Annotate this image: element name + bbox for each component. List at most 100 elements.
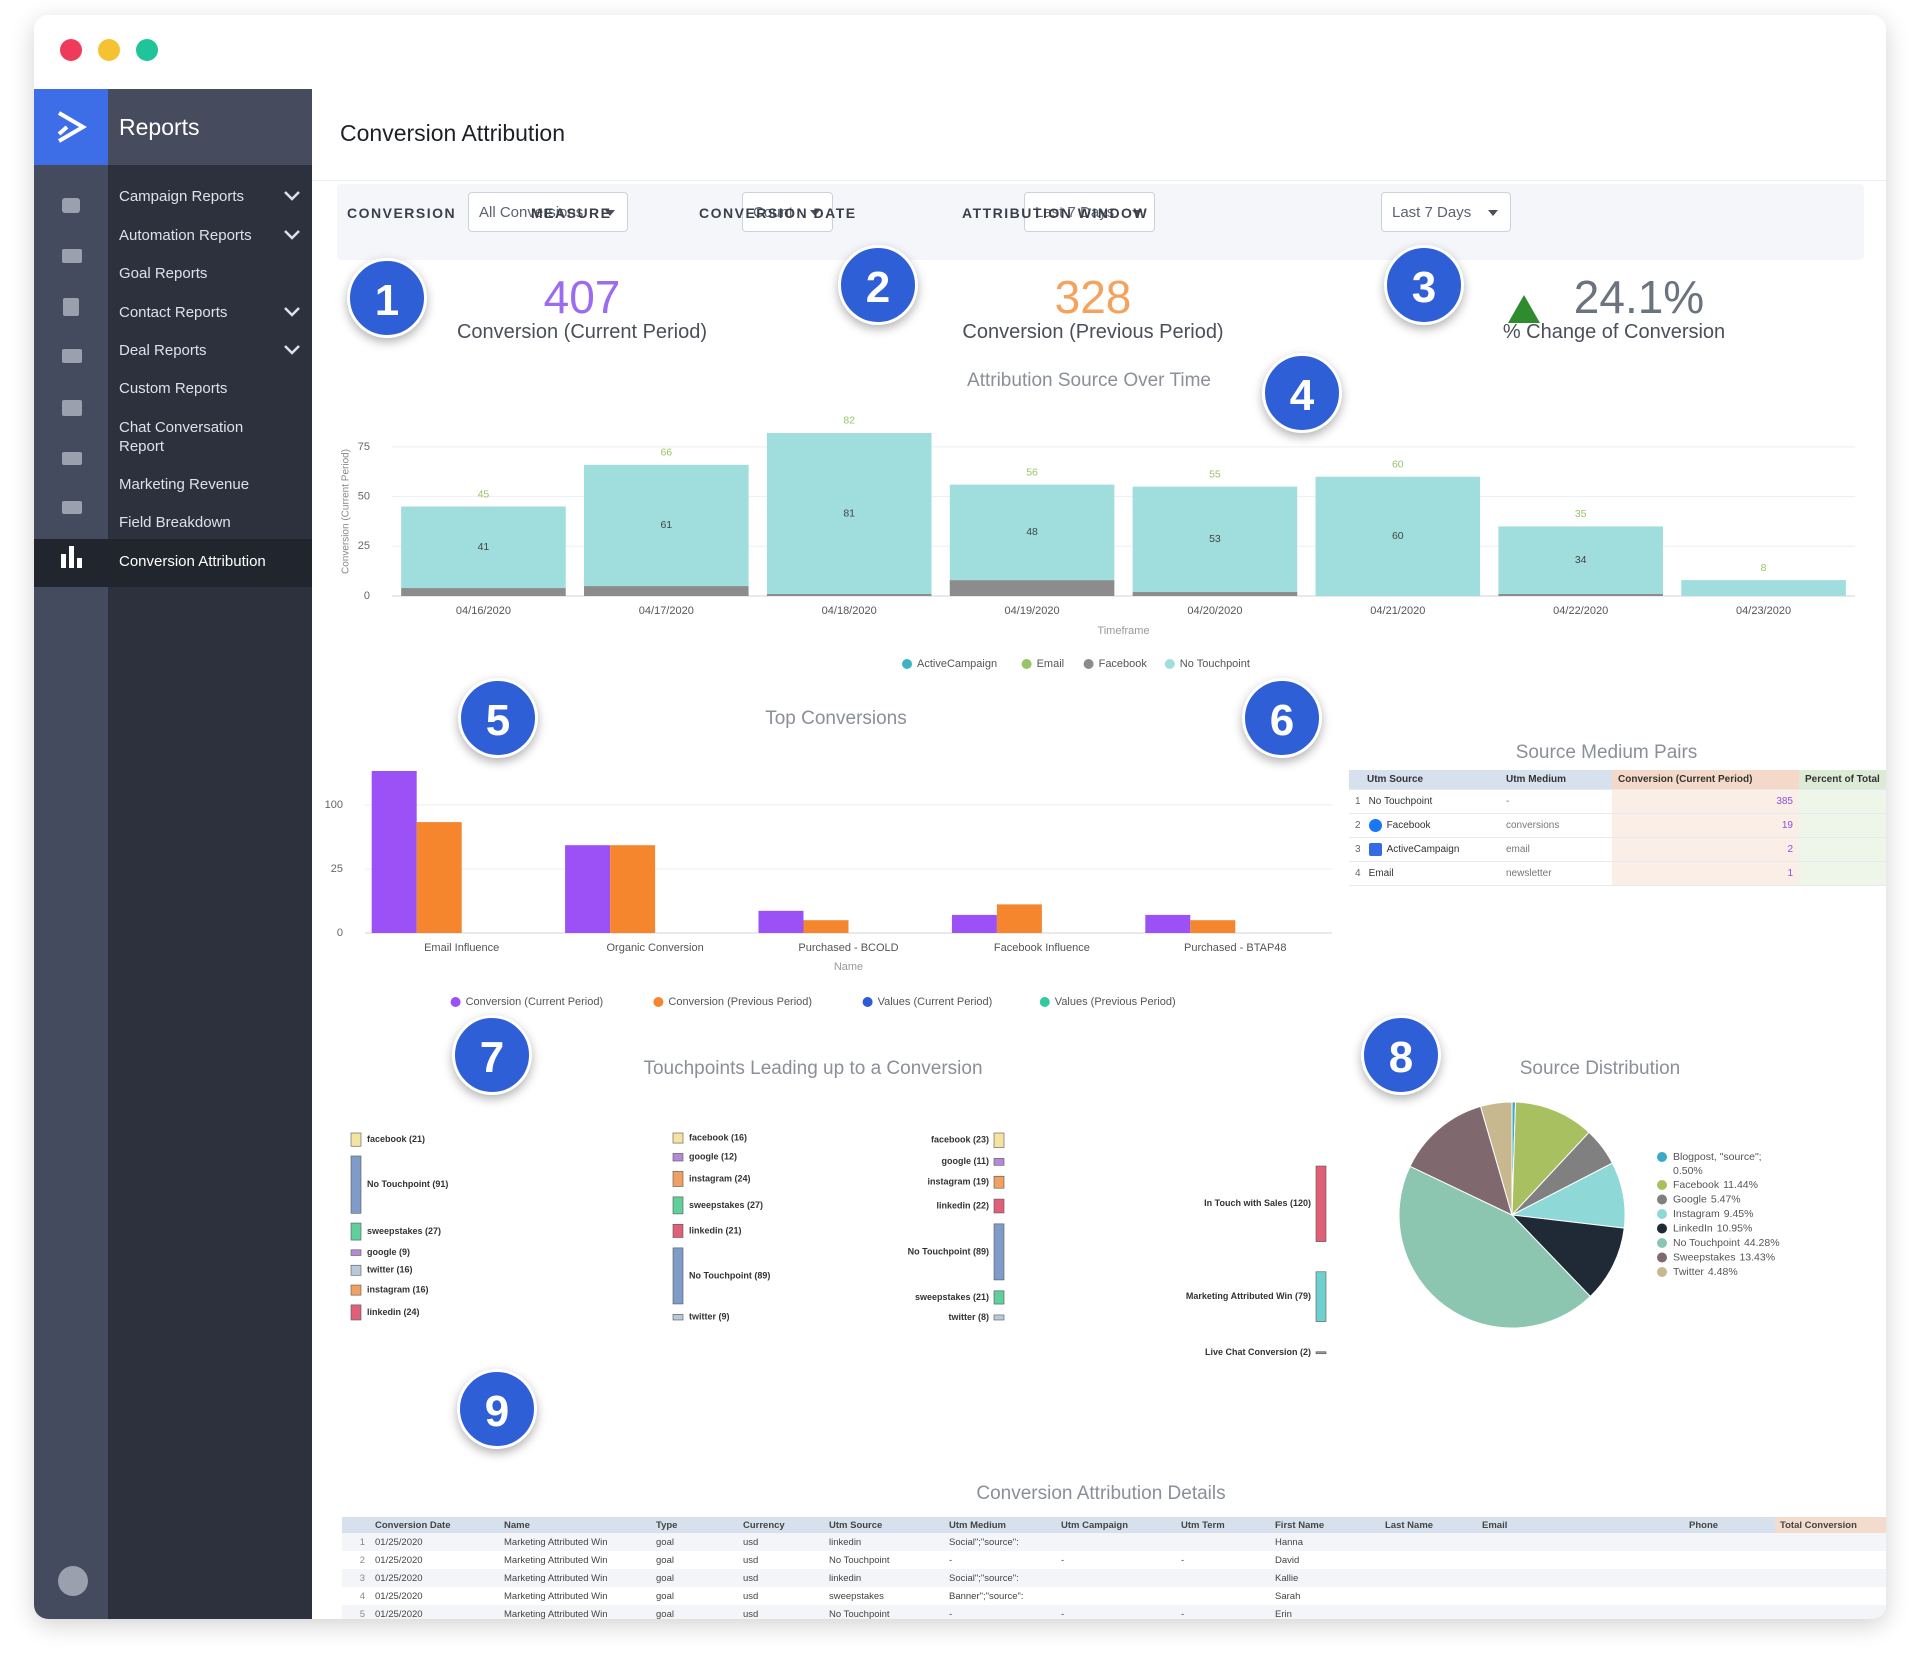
table: Conversion Date Name Type Currency Utm Sourc… <box>342 1517 1886 1619</box>
sankey-node <box>350 1284 362 1296</box>
icon-contacts[interactable] <box>62 198 80 213</box>
legend-swatch <box>862 997 873 1007</box>
cell <box>1477 1551 1684 1569</box>
legend-label: Values (Previous Period) <box>1055 996 1176 1008</box>
y-axis-label: Conversion (Current Period) <box>341 449 352 574</box>
cell <box>1176 1587 1270 1605</box>
legend-label: Email <box>1037 658 1065 670</box>
nav-item[interactable]: Automation Reports <box>119 227 252 244</box>
source-medium-pairs: Source Medium Pairs Utm Source Utm Medium C… <box>1349 742 1886 886</box>
legend-name: Twitter <box>1673 1266 1704 1278</box>
legend-swatch <box>1657 1180 1667 1190</box>
sankey-node-label: No Touchpoint (89) <box>689 1270 770 1280</box>
source: No Touchpoint <box>1368 796 1433 807</box>
chart-title: Top Conversions <box>765 708 907 729</box>
legend-name: LinkedIn <box>1673 1222 1713 1234</box>
cell: 01/25/2020 <box>370 1533 499 1551</box>
row-number: 4 <box>359 1590 365 1602</box>
avatar[interactable] <box>58 1566 88 1596</box>
icon-reports-bar[interactable] <box>61 554 66 568</box>
column-header: Email <box>1477 1517 1684 1533</box>
bar <box>1145 914 1191 933</box>
icon-forms[interactable] <box>62 501 82 514</box>
row-number: 3 <box>342 1569 370 1587</box>
bar <box>951 914 997 933</box>
logo[interactable] <box>34 89 108 165</box>
icon-reports-bar[interactable] <box>77 558 82 568</box>
bar-value-label: 53 <box>1209 533 1221 545</box>
bar <box>803 920 849 933</box>
legend-label: Twitter 4.48% <box>1673 1266 1738 1278</box>
bar-value-label: 61 <box>660 519 672 531</box>
sankey-node <box>1315 1271 1327 1322</box>
sankey-node <box>672 1171 684 1187</box>
filter-dropdown[interactable]: Count <box>742 192 833 232</box>
page-title: Conversion Attribution <box>340 120 566 146</box>
cell: 2 Facebook <box>1349 813 1500 838</box>
x-tick-label: Facebook Influence <box>994 942 1090 954</box>
sankey-node <box>1315 1165 1327 1242</box>
filter-dropdown[interactable]: All Conversions <box>468 192 628 232</box>
close-dot[interactable] <box>60 39 82 61</box>
legend-swatch <box>1657 1223 1667 1234</box>
step-badge: 3 <box>1384 245 1464 325</box>
sankey-node <box>993 1158 1005 1166</box>
nav-item[interactable]: Deal Reports <box>119 342 207 359</box>
nav-item[interactable]: Custom Reports <box>119 380 228 397</box>
cell: Erin <box>1270 1605 1380 1619</box>
bar-segment <box>584 586 749 596</box>
source: ActiveCampaign <box>1386 844 1460 856</box>
nav-item[interactable]: Conversion Attribution <box>119 553 266 570</box>
cell: 1 <box>1775 1605 1886 1619</box>
icon-deals[interactable] <box>62 349 82 363</box>
column-header: Conversion Date <box>370 1517 499 1533</box>
maximize-dot[interactable] <box>136 39 158 61</box>
legend-value: 4.48% <box>1708 1266 1738 1278</box>
nav-item[interactable]: Marketing Revenue <box>119 476 250 493</box>
cell: Sarah <box>1275 1590 1301 1602</box>
pie-slice <box>1409 1105 1513 1216</box>
cell <box>1176 1533 1270 1551</box>
icon-reports-bar[interactable] <box>69 546 74 568</box>
nav-item[interactable]: Contact Reports <box>119 304 228 321</box>
sankey-node-label: facebook (23) <box>931 1135 989 1145</box>
legend-swatch <box>450 997 461 1007</box>
y-tick-label: 100 <box>325 799 343 811</box>
cell: No Touchpoint <box>824 1605 944 1619</box>
minimize-dot[interactable] <box>98 39 120 61</box>
x-axis-label: Name <box>834 961 863 973</box>
x-tick-label: 04/17/2020 <box>639 605 694 617</box>
icon-automation[interactable] <box>63 298 79 316</box>
sankey-node <box>993 1223 1005 1281</box>
icon-mail[interactable] <box>62 249 82 263</box>
header-row: Utm Source Utm Medium Conversion (Current … <box>1349 770 1886 790</box>
source: Facebook <box>1386 820 1431 832</box>
legend-name: Sweepstakes <box>1673 1251 1735 1263</box>
legend-swatch <box>1164 659 1175 669</box>
chart-title: Touchpoints Leading up to a Conversion <box>643 1058 982 1079</box>
cell: 2 <box>1612 837 1799 862</box>
legend-label: Instagram 9.45% <box>1673 1208 1753 1220</box>
sankey-node-label: instagram (24) <box>689 1173 751 1183</box>
up-triangle <box>1508 295 1540 323</box>
cell: 94.6% <box>1799 789 1886 814</box>
sankey-node <box>350 1304 362 1321</box>
cell: usd <box>738 1569 824 1587</box>
sankey-node-label: linkedin (22) <box>936 1200 989 1210</box>
legend-swatch <box>653 997 664 1007</box>
app-window: Reports Campaign Reports Automation Repor… <box>34 15 1886 1619</box>
nav-item[interactable]: Campaign Reports <box>119 188 245 205</box>
sankey-node-label: sweepstakes (21) <box>915 1292 989 1302</box>
bar-value-label: 60 <box>1392 530 1404 542</box>
filter-dropdown[interactable]: Last 7 Days <box>1381 192 1511 232</box>
nav-item[interactable]: Field Breakdown <box>119 514 231 531</box>
cell <box>1684 1551 1775 1569</box>
filter-dropdown[interactable]: Last 7 Days <box>1024 192 1155 232</box>
legend-name: Blogpost, "source"; <box>1673 1151 1762 1163</box>
legend-swatch <box>1657 1238 1667 1248</box>
icon-chat[interactable] <box>62 400 82 416</box>
table-row: 1 No Touchpoint -38594.6% <box>1349 789 1886 814</box>
nav-item[interactable]: Goal Reports <box>119 265 208 282</box>
icon-lists[interactable] <box>62 452 82 465</box>
nav-item[interactable]: Chat Conversation Report <box>119 419 244 455</box>
